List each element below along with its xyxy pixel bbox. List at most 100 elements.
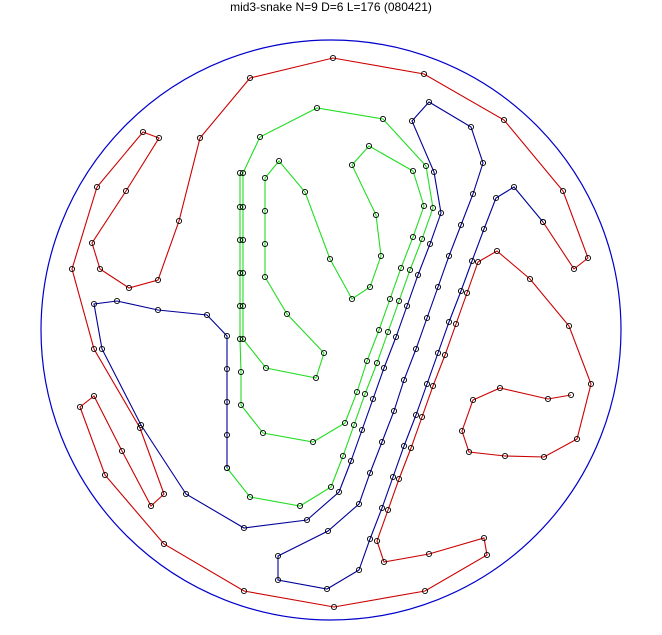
red-section-vertex-marker (160, 490, 168, 498)
blue-section-vertex-marker (240, 524, 248, 532)
green-section-vertex-marker (372, 211, 380, 219)
blue-section-vertex-marker (412, 345, 420, 353)
red-section-vertex-marker (441, 351, 449, 359)
green-section-vertex-marker (313, 104, 321, 112)
green-section-vertex-marker (236, 236, 244, 244)
red-section-vertex-marker (425, 550, 433, 558)
green-section-vertex-marker (261, 273, 269, 281)
green-section-vertex-marker (395, 297, 403, 305)
blue-section-vertex-marker (434, 283, 442, 291)
blue-section-vertex-marker (389, 473, 397, 481)
green-section-vertex-marker (246, 493, 254, 501)
blue-section-vertex-marker (90, 300, 98, 308)
blue-section-vertex-marker (445, 318, 453, 326)
red-section-vertex-marker (329, 54, 337, 62)
blue-section-vertex-marker (98, 345, 106, 353)
blue-section-vertex-marker (274, 552, 282, 560)
green-section-vertex-marker (386, 295, 394, 303)
green-section-vertex-marker (239, 335, 247, 343)
green-section-vertex-marker (409, 167, 417, 175)
blue-section-vertex-marker (469, 190, 477, 198)
red-section-vertex-marker (480, 534, 488, 542)
red-section-vertex-marker (483, 551, 491, 559)
blue-section-vertex-marker (182, 490, 190, 498)
red-section-vertex-marker (240, 587, 248, 595)
blue-section-vertex-marker (414, 271, 422, 279)
blue-section-vertex-marker (223, 332, 231, 340)
blue-section-vertex-marker (347, 457, 355, 465)
red-section-vertex-marker (421, 587, 429, 595)
green-section-vertex-marker (365, 142, 373, 150)
red-section-vertex-marker (88, 239, 96, 247)
red-section-vertex-marker (539, 218, 547, 226)
red-section-vertex-marker (458, 427, 466, 435)
red-section-vertex-marker (474, 258, 482, 266)
blue-section-vertex-marker (274, 576, 282, 584)
blue-section-vertex-marker (355, 566, 363, 574)
blue-section-vertex-marker (445, 252, 453, 260)
red-section-vertex-marker (330, 603, 338, 611)
red-section-vertex-marker (76, 403, 84, 411)
green-section-vertex-marker (239, 269, 247, 277)
blue-section-vertex-marker (403, 302, 411, 310)
blue-section-vertex-marker (425, 98, 433, 106)
red-section-vertex-marker (501, 452, 509, 460)
red-section-vertex-marker (125, 284, 133, 292)
red-section-vertex-marker (90, 392, 98, 400)
red-section-vertex-marker (384, 506, 392, 514)
red-section-vertex-marker (559, 187, 567, 195)
green-section-vertex-marker (339, 452, 347, 460)
red-section-vertex-marker (246, 74, 254, 82)
green-section-vertex-marker (341, 419, 349, 427)
blue-section-vertex-marker (113, 297, 121, 305)
red-section-path (71, 57, 592, 608)
red-section-vertex-marker (496, 384, 504, 392)
green-section-vertex-marker (261, 207, 269, 215)
green-section-vertex-marker (353, 388, 361, 396)
green-section-vertex-marker (361, 390, 369, 398)
green-section-vertex-marker (236, 203, 244, 211)
red-section-vertex-marker (567, 391, 575, 399)
red-section-vertex-marker (68, 265, 76, 273)
red-section-vertex-marker (493, 247, 501, 255)
green-section-vertex-marker (239, 302, 247, 310)
red-section-vertex-marker (570, 265, 578, 273)
red-section-vertex-marker (452, 320, 460, 328)
blue-section-vertex-marker (378, 504, 386, 512)
green-section-vertex-marker (236, 302, 244, 310)
blue-section-vertex-marker (412, 411, 420, 419)
red-section-vertex-marker (196, 134, 204, 142)
green-section-vertex-marker (296, 502, 304, 510)
blue-section-vertex-marker (423, 314, 431, 322)
green-section-vertex-marker (326, 255, 334, 263)
red-section-vertex-marker (587, 380, 595, 388)
green-section-vertex-marker (373, 359, 381, 367)
red-section-vertex-marker (565, 322, 573, 330)
green-section-vertex-marker (418, 235, 426, 243)
green-section-vertex-marker (262, 364, 270, 372)
boundary-circle (40, 39, 622, 621)
red-section-vertex-marker (160, 540, 168, 548)
blue-section-vertex-marker (303, 516, 311, 524)
red-section-vertex-marker (136, 424, 144, 432)
green-section-vertex-marker (406, 266, 414, 274)
blue-section-vertex-marker (510, 183, 518, 191)
green-section-vertex-marker (366, 283, 374, 291)
green-section-vertex-marker (301, 188, 309, 196)
green-section-vertex-marker (312, 374, 320, 382)
blue-section-vertex-marker (366, 469, 374, 477)
green-section-vertex-marker (275, 157, 283, 165)
blue-section-vertex-marker (223, 431, 231, 439)
blue-section-vertex-marker (355, 500, 363, 508)
green-section-vertex-marker (309, 438, 317, 446)
green-section-vertex-marker (422, 162, 430, 170)
red-section-vertex-marker (544, 395, 552, 403)
red-section-vertex-marker (573, 435, 581, 443)
red-section-vertex-marker (395, 475, 403, 483)
red-section-vertex-marker (380, 558, 388, 566)
blue-section-vertex-marker (408, 117, 416, 125)
green-section-vertex-marker (350, 421, 358, 429)
blue-section-vertex-marker (223, 398, 231, 406)
